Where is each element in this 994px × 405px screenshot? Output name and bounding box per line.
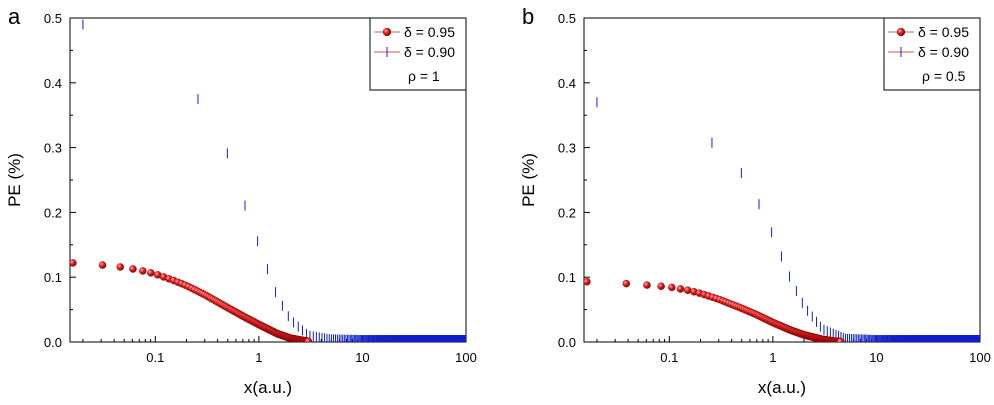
legend: δ = 0.95 δ = 0.90 ρ = 0.5	[883, 17, 981, 91]
data-point	[70, 259, 77, 267]
y-axis-title: PE (%)	[519, 153, 538, 207]
x-tick-label: 0.1	[146, 350, 164, 365]
data-point	[304, 337, 313, 342]
x-tick-label: 10	[355, 350, 369, 365]
legend: δ = 0.95 δ = 0.90 ρ = 1	[369, 17, 467, 91]
series-delta-095	[584, 277, 845, 342]
data-point	[584, 277, 591, 286]
data-point	[622, 279, 631, 288]
x-tick-label: 10	[869, 350, 883, 365]
data-point	[676, 285, 685, 293]
y-tick-label: 0.0	[558, 335, 576, 350]
panel-letter: a	[8, 4, 21, 29]
legend-item: δ = 0.95	[374, 24, 455, 40]
x-tick-label: 100	[455, 350, 477, 365]
x-tick-label: 1	[769, 350, 776, 365]
y-tick-label: 0.5	[558, 11, 576, 26]
y-tick-label: 0.1	[44, 270, 62, 285]
legend-label: δ = 0.90	[918, 44, 969, 60]
x-tick-label: 100	[969, 350, 991, 365]
x-axis-title: x(a.u.)	[244, 378, 292, 397]
x-tick-label: 0.1	[660, 350, 678, 365]
plot-area	[70, 19, 466, 342]
x-axis-title: x(a.u.)	[758, 378, 806, 397]
y-axis-title: PE (%)	[5, 153, 24, 207]
legend-marker	[896, 27, 906, 37]
data-point	[147, 269, 155, 277]
legend-label: δ = 0.95	[918, 24, 969, 40]
legend-item: δ = 0.90	[888, 44, 969, 60]
y-tick-label: 0.3	[44, 141, 62, 156]
legend-item: δ = 0.95	[888, 24, 969, 40]
series-delta-090	[596, 97, 980, 342]
legend-label: δ = 0.95	[404, 24, 455, 40]
data-point	[98, 261, 107, 269]
x-tick-label: 1	[255, 350, 262, 365]
y-tick-label: 0.3	[558, 141, 576, 156]
data-point	[668, 283, 676, 292]
legend-note: ρ = 0.5	[922, 68, 966, 84]
legend-note: ρ = 1	[408, 68, 440, 84]
data-point	[836, 337, 845, 342]
y-tick-label: 0.2	[44, 205, 62, 220]
data-point	[116, 263, 124, 271]
y-tick-label: 0.5	[44, 11, 62, 26]
data-point	[129, 265, 137, 273]
panel-b: b 0.1 1 10 100 0.0 0.1 0.2 0.3 0.4 0.5 x(a.u.) PE (%…	[519, 4, 991, 397]
data-point	[139, 267, 147, 275]
plot-area	[584, 97, 980, 342]
y-tick-label: 0.4	[44, 76, 62, 91]
legend-marker	[382, 27, 392, 37]
legend-item: δ = 0.90	[374, 44, 455, 60]
data-point	[643, 281, 651, 289]
series-delta-090	[82, 19, 466, 342]
panel-a: a 0.1 1 10 100 0.0 0.1 0.2 0.3 0.4 0.5 x(a.u.) PE (%…	[5, 4, 477, 397]
data-point	[683, 286, 692, 294]
legend-label: δ = 0.90	[404, 44, 455, 60]
panel-letter: b	[522, 4, 534, 29]
y-tick-label: 0.2	[558, 205, 576, 220]
data-point	[657, 282, 665, 291]
y-tick-label: 0.0	[44, 335, 62, 350]
y-tick-label: 0.4	[558, 76, 576, 91]
y-tick-label: 0.1	[558, 270, 576, 285]
series-delta-095	[70, 259, 313, 342]
